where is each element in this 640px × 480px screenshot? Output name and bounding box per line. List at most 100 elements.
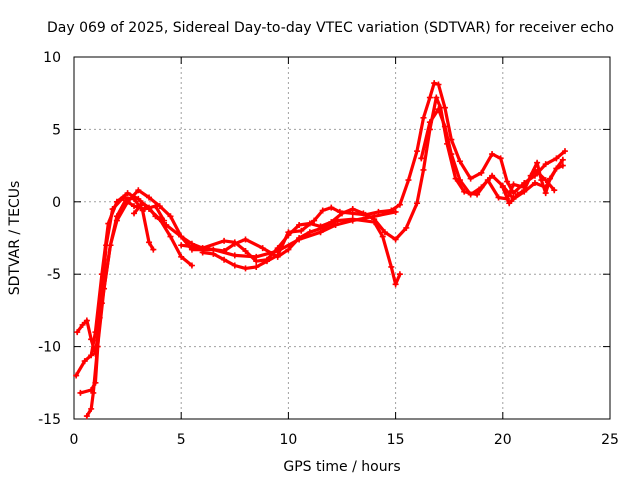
- data-point-marker: [124, 190, 131, 197]
- data-point-marker: [506, 200, 513, 207]
- data-point-marker: [152, 203, 159, 210]
- data-point-marker: [435, 81, 442, 88]
- data-point-marker: [105, 220, 112, 227]
- data-point-marker: [527, 172, 534, 179]
- data-point-marker: [336, 208, 343, 215]
- data-point-marker: [510, 190, 517, 197]
- data-point-marker: [426, 94, 433, 101]
- data-point-marker: [122, 197, 129, 204]
- data-point-marker: [141, 206, 148, 213]
- y-tick-label: 5: [52, 122, 61, 138]
- data-point-marker: [253, 258, 260, 265]
- data-point-marker: [178, 253, 185, 260]
- data-point-marker: [559, 156, 566, 163]
- data-point-marker: [178, 233, 185, 240]
- data-point-marker: [79, 321, 86, 328]
- data-point-marker: [274, 252, 281, 259]
- data-point-marker: [242, 248, 249, 255]
- data-point-marker: [414, 200, 421, 207]
- x-axis-label: GPS time / hours: [283, 459, 400, 475]
- x-tick-label: 10: [279, 432, 297, 448]
- data-point-marker: [83, 413, 90, 420]
- series-line: [75, 188, 398, 356]
- data-point-marker: [242, 265, 249, 272]
- plot-frame: [73, 56, 611, 420]
- data-point-marker: [139, 200, 146, 207]
- data-point-marker: [381, 229, 388, 236]
- series-line: [74, 191, 194, 378]
- y-tick-labels: -15 -10 -5 0 5 10: [38, 50, 61, 428]
- data-point-marker: [152, 213, 159, 220]
- data-point-marker: [431, 80, 438, 87]
- data-point-marker: [396, 201, 403, 208]
- data-point-marker: [221, 248, 228, 255]
- data-point-marker: [388, 263, 395, 270]
- data-point-marker: [349, 216, 356, 223]
- data-point-marker: [433, 94, 440, 101]
- data-point-marker: [317, 223, 324, 230]
- data-point-marker: [379, 233, 386, 240]
- data-point-marker: [504, 178, 511, 185]
- data-point-marker: [231, 239, 238, 246]
- series-satellite-pass-B: [73, 190, 195, 379]
- data-point-marker: [167, 213, 174, 220]
- y-tick-label: 10: [43, 50, 61, 66]
- data-point-marker: [461, 188, 468, 195]
- data-point-marker: [553, 155, 560, 162]
- data-point-marker: [98, 271, 105, 278]
- y-tick-label: -5: [47, 267, 61, 283]
- data-point-marker: [113, 198, 120, 205]
- data-point-marker: [83, 317, 90, 324]
- data-point-marker: [362, 211, 369, 218]
- data-point-marker: [375, 208, 382, 215]
- data-point-marker: [456, 158, 463, 165]
- data-point-marker: [296, 221, 303, 228]
- data-point-marker: [396, 271, 403, 278]
- data-point-marker: [188, 243, 195, 250]
- data-point-marker: [392, 236, 399, 243]
- data-point-marker: [163, 221, 170, 228]
- data-point-marker: [531, 179, 538, 186]
- data-point-marker: [405, 177, 412, 184]
- data-point-marker: [467, 191, 474, 198]
- data-point-marker: [77, 389, 84, 396]
- data-point-marker: [474, 191, 481, 198]
- data-point-marker: [542, 161, 549, 168]
- data-point-marker: [107, 242, 114, 249]
- data-point-marker: [131, 203, 138, 210]
- data-point-marker: [146, 204, 153, 211]
- series-satellite-pass-F: [178, 94, 558, 265]
- data-point-marker: [467, 175, 474, 182]
- data-point-marker: [81, 358, 88, 365]
- y-tick-label: -10: [38, 340, 61, 356]
- data-point-marker: [452, 175, 459, 182]
- data-point-marker: [553, 165, 560, 172]
- data-point-marker: [392, 281, 399, 288]
- y-axis-label: SDTVAR / TECUs: [7, 181, 23, 296]
- grid-lines: [74, 57, 610, 419]
- data-point-marker: [285, 246, 292, 253]
- data-point-marker: [231, 252, 238, 259]
- data-point-marker: [328, 219, 335, 226]
- data-point-marker: [456, 177, 463, 184]
- data-point-marker: [135, 187, 142, 194]
- x-tick-labels: 0 5 10 15 20 25: [70, 432, 619, 448]
- data-point-marker: [388, 207, 395, 214]
- data-point-marker: [146, 194, 153, 201]
- x-tick-label: 25: [601, 432, 619, 448]
- data-point-marker: [448, 151, 455, 158]
- data-point-marker: [441, 123, 448, 130]
- data-point-marker: [489, 172, 496, 179]
- data-point-marker: [478, 169, 485, 176]
- chart-title: Day 069 of 2025, Sidereal Day-to-day VTE…: [47, 20, 614, 36]
- x-tick-label: 5: [177, 432, 186, 448]
- data-point-marker: [306, 229, 313, 236]
- data-point-marker: [534, 159, 541, 166]
- series-satellite-pass-D: [83, 197, 168, 420]
- axis-ticks: [73, 56, 611, 420]
- data-point-marker: [131, 210, 138, 217]
- data-point-marker: [418, 155, 425, 162]
- data-point-marker: [188, 262, 195, 269]
- series-line: [419, 107, 565, 201]
